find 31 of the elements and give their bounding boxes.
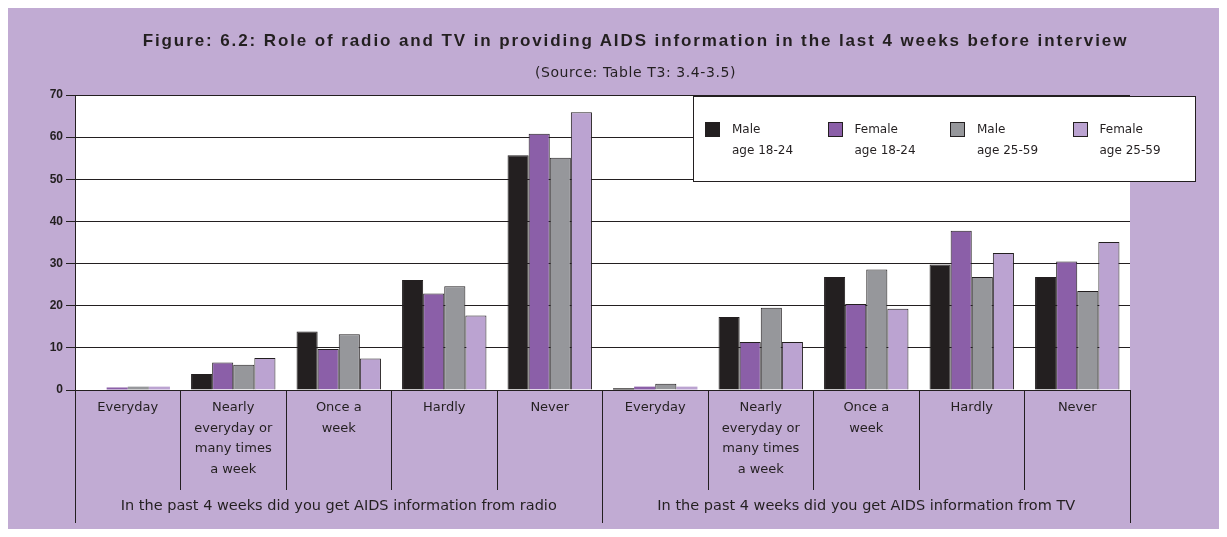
bar (676, 386, 698, 390)
y-tick-label: 30 (49, 255, 64, 270)
x-tick-label: Once a week (315, 398, 362, 435)
legend-label: Female age 18-24 (854, 121, 916, 159)
chart-subtitle: (Source: Table T3: 3.4-3.5) (533, 64, 738, 80)
x-tick-label: Nearly everyday or many times a week (194, 398, 273, 477)
x-tick-label: Everyday (624, 398, 686, 414)
x-tick-label: Hardly (423, 398, 466, 414)
x-tick-label: Once a week (843, 398, 890, 435)
text: In the past 4 weeks did you get AIDS information from TV (657, 497, 1076, 514)
text: In the past 4 weeks did you get AIDS information from radio (120, 497, 557, 514)
y-tick-label: 40 (49, 213, 64, 228)
y-tick-label: 20 (49, 298, 64, 313)
chart-title: Figure: 6.2: Role of radio and TV in providing AIDS information in the last 4 weeks before interview (141, 31, 1130, 51)
y-tick-label: 70 (49, 87, 64, 102)
x-tick-label: Never (530, 398, 570, 414)
x-tick-label: Never (1057, 398, 1098, 414)
x-tick-label: Nearly everyday or many times a week (721, 398, 801, 477)
legend-label: Female age 25-59 (1099, 121, 1161, 159)
x-tick-label: Everyday (97, 398, 159, 414)
bar (634, 386, 656, 390)
bar (148, 386, 170, 390)
x-tick-label: Hardly (950, 398, 994, 414)
y-tick-label: 0 (56, 382, 64, 397)
y-tick-label: 60 (49, 129, 64, 144)
legend-label: Male age 25-59 (977, 121, 1039, 159)
bar (106, 387, 128, 390)
y-tick-label: 50 (49, 171, 64, 186)
y-tick-label: 10 (49, 340, 64, 355)
bar (127, 386, 149, 390)
legend-label: Male age 18-24 (732, 121, 794, 159)
